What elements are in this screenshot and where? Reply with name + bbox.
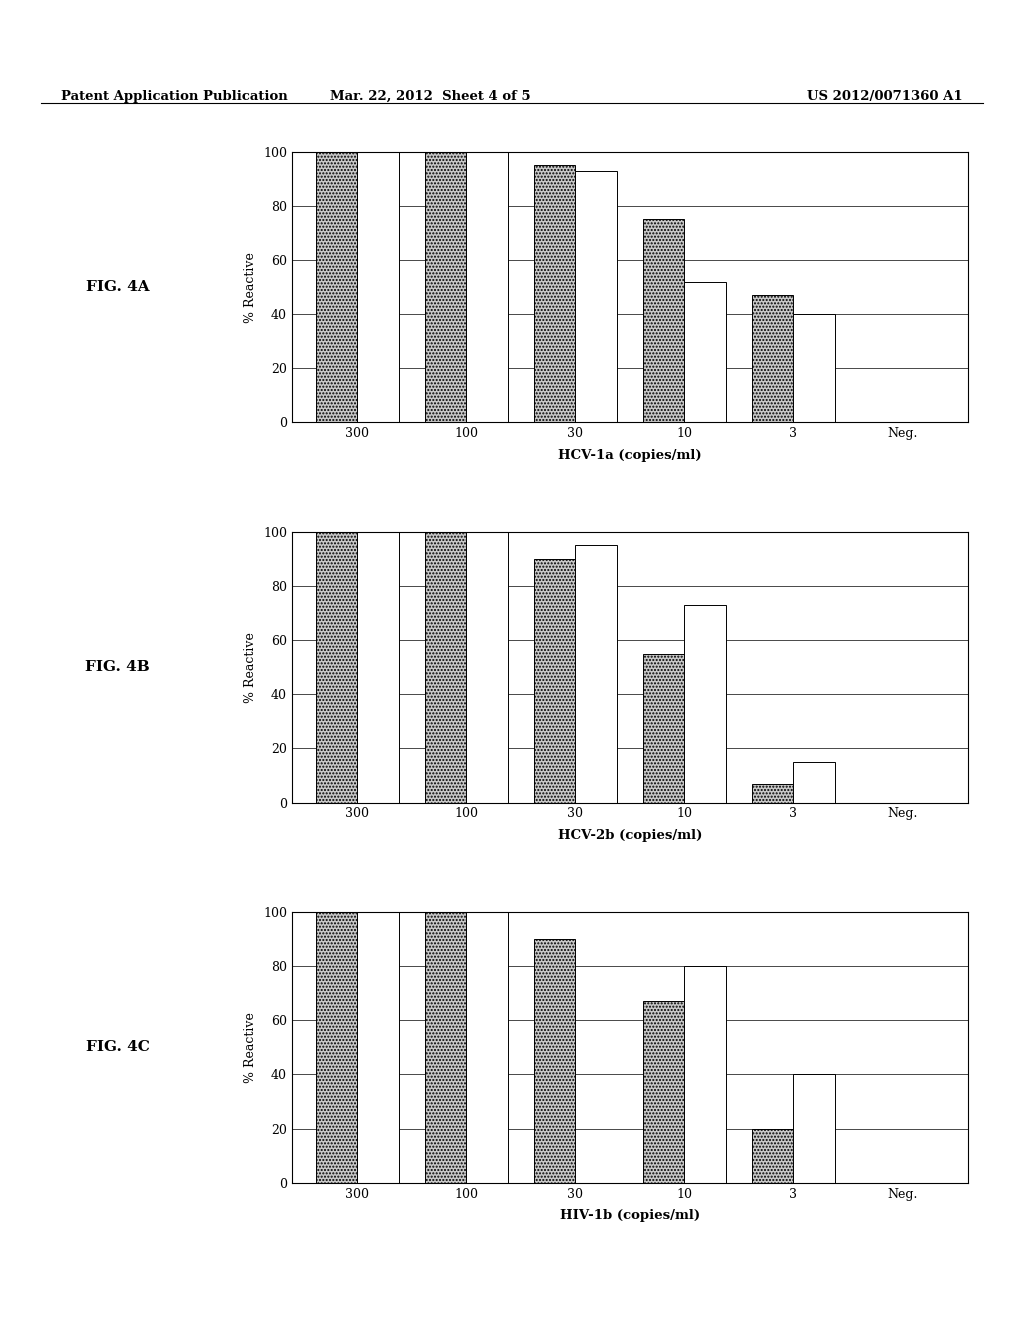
Bar <box>752 784 794 803</box>
Bar <box>643 653 684 803</box>
Text: FIG. 4A: FIG. 4A <box>86 280 150 294</box>
Bar <box>794 762 835 803</box>
Bar <box>534 940 575 1183</box>
Bar <box>357 152 398 422</box>
Bar <box>752 1129 794 1183</box>
X-axis label: HIV-1b (copies/ml): HIV-1b (copies/ml) <box>560 1209 699 1222</box>
Y-axis label: % Reactive: % Reactive <box>245 1012 257 1082</box>
Bar <box>752 296 794 422</box>
Text: FIG. 4C: FIG. 4C <box>86 1040 150 1055</box>
Bar <box>684 605 726 803</box>
Bar <box>466 152 508 422</box>
Text: Mar. 22, 2012  Sheet 4 of 5: Mar. 22, 2012 Sheet 4 of 5 <box>330 90 530 103</box>
Text: US 2012/0071360 A1: US 2012/0071360 A1 <box>807 90 963 103</box>
Bar <box>575 545 616 803</box>
Bar <box>575 170 616 422</box>
Bar <box>466 532 508 803</box>
Bar <box>315 152 357 422</box>
Bar <box>794 1074 835 1183</box>
Bar <box>357 532 398 803</box>
Bar <box>315 912 357 1183</box>
Text: FIG. 4B: FIG. 4B <box>85 660 151 675</box>
Bar <box>425 912 466 1183</box>
Bar <box>684 281 726 422</box>
Y-axis label: % Reactive: % Reactive <box>245 632 257 702</box>
Bar <box>684 966 726 1183</box>
Text: Patent Application Publication: Patent Application Publication <box>61 90 288 103</box>
Bar <box>425 532 466 803</box>
X-axis label: HCV-2b (copies/ml): HCV-2b (copies/ml) <box>558 829 701 842</box>
Bar <box>643 219 684 422</box>
Bar <box>534 165 575 422</box>
Bar <box>794 314 835 422</box>
X-axis label: HCV-1a (copies/ml): HCV-1a (copies/ml) <box>558 449 701 462</box>
Bar <box>315 532 357 803</box>
Y-axis label: % Reactive: % Reactive <box>245 252 257 322</box>
Bar <box>425 152 466 422</box>
Bar <box>357 912 398 1183</box>
Bar <box>466 912 508 1183</box>
Bar <box>534 560 575 803</box>
Bar <box>643 1002 684 1183</box>
